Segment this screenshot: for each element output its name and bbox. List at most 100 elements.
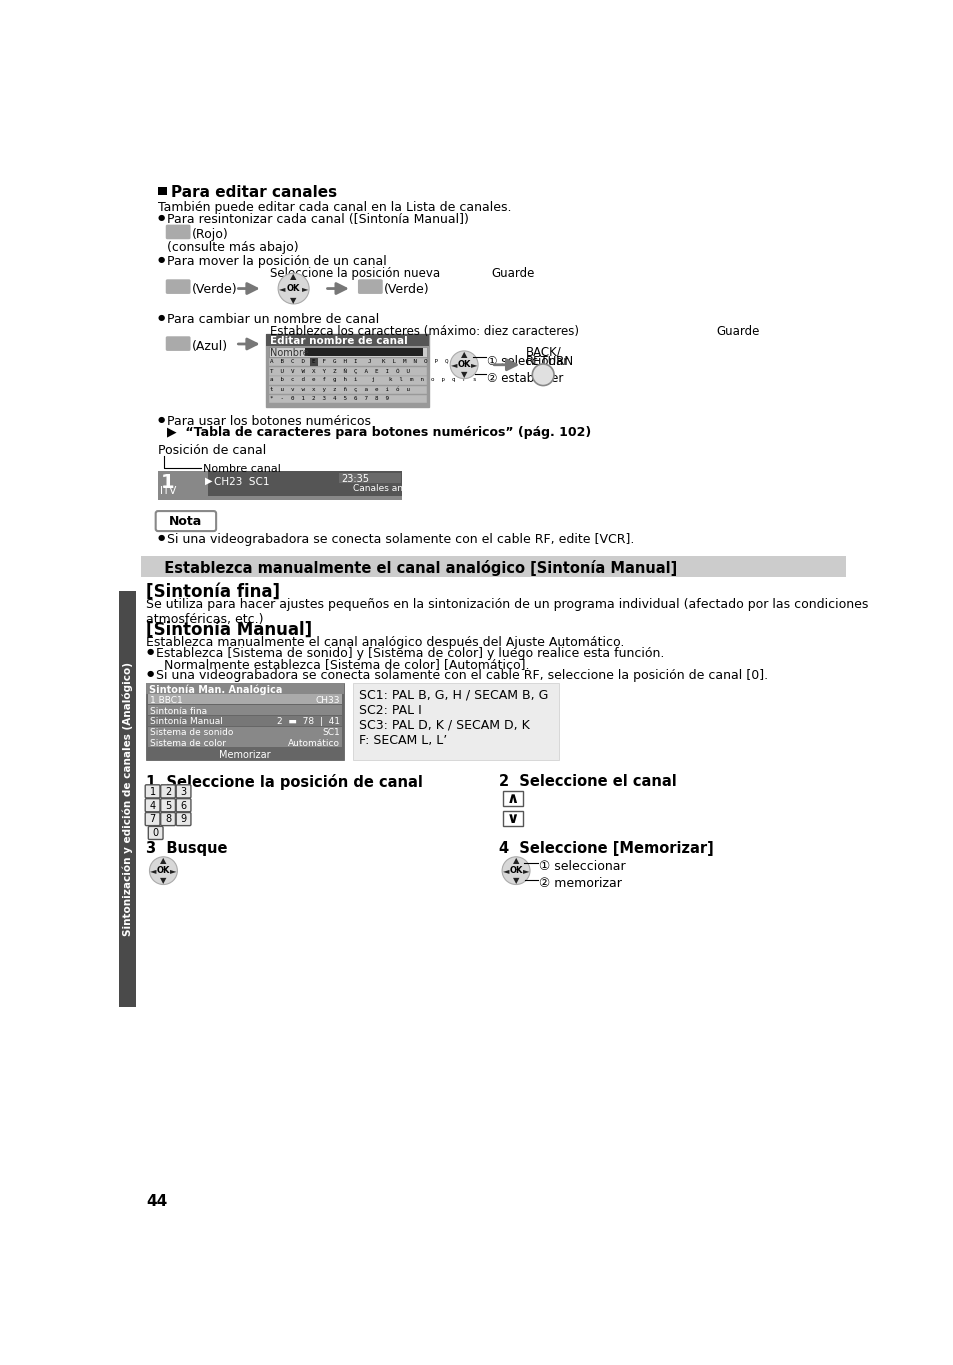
Text: Para usar los botones numéricos: Para usar los botones numéricos [167, 415, 371, 427]
Text: (Rojo): (Rojo) [192, 228, 229, 242]
Text: Nombre: Nombre [270, 348, 309, 358]
Text: ② memorizar: ② memorizar [538, 876, 621, 890]
Text: 3: 3 [180, 786, 187, 797]
FancyBboxPatch shape [145, 812, 160, 826]
Text: Para resintonizar cada canal ([Sintonía Manual]): Para resintonizar cada canal ([Sintonía … [167, 213, 469, 227]
Text: ●: ● [158, 213, 165, 222]
Text: ►: ► [302, 284, 308, 293]
Text: SC1: SC1 [322, 728, 340, 737]
Bar [158, 495, 402, 500]
Bar [338, 472, 400, 483]
Bar [148, 726, 342, 737]
Text: Seleccione la posición nueva: Seleccione la posición nueva [270, 268, 440, 280]
Text: ▶  “Tabla de caracteres para botones numéricos” (pág. 102): ▶ “Tabla de caracteres para botones numé… [167, 426, 591, 438]
Bar [525, 345, 560, 385]
Text: ●: ● [158, 255, 165, 263]
Bar [158, 187, 167, 195]
Text: 1: 1 [160, 474, 173, 493]
Text: ►: ► [471, 360, 476, 370]
Text: ◄: ◄ [278, 284, 285, 293]
FancyBboxPatch shape [155, 511, 216, 531]
Text: 8: 8 [165, 815, 171, 824]
Text: ▼: ▼ [290, 296, 296, 304]
Text: Para mover la posición de un canal: Para mover la posición de un canal [167, 255, 387, 268]
Bar [310, 358, 317, 366]
Text: 2  Seleccione el canal: 2 Seleccione el canal [498, 774, 676, 789]
Bar [146, 682, 344, 760]
Text: [Sintonía Manual]: [Sintonía Manual] [146, 621, 313, 639]
FancyBboxPatch shape [160, 785, 175, 799]
Text: 23:35: 23:35 [341, 474, 369, 485]
FancyBboxPatch shape [176, 785, 191, 799]
Text: (Verde): (Verde) [384, 283, 430, 296]
Bar [119, 591, 136, 1007]
Bar [305, 348, 422, 356]
Bar [502, 790, 522, 805]
Text: 4  Seleccione [Memorizar]: 4 Seleccione [Memorizar] [498, 841, 713, 856]
Text: 3  Busque: 3 Busque [146, 841, 228, 856]
Text: 7: 7 [150, 815, 155, 824]
Text: 0: 0 [152, 829, 158, 838]
Bar [353, 682, 558, 760]
Bar [269, 358, 427, 366]
Text: Nombre canal: Nombre canal [203, 464, 280, 474]
Text: Si una videograbadora se conecta solamente con el cable RF, edite [VCR].: Si una videograbadora se conecta solamen… [167, 534, 634, 546]
Text: Sintonización y edición de canales (Analógico): Sintonización y edición de canales (Anal… [122, 662, 132, 936]
Text: OK: OK [287, 284, 300, 293]
Text: 6: 6 [180, 801, 187, 811]
Text: ↩: ↩ [537, 371, 549, 386]
Text: T  U  V  W  X  Y  Z  Ñ  Ç  A  E  I  Ó  U: T U V W X Y Z Ñ Ç A E I Ó U [270, 367, 409, 374]
Bar [148, 737, 342, 748]
Text: Establezca manualmente el canal analógico después del Ajuste Automático.: Establezca manualmente el canal analógic… [146, 636, 624, 648]
Text: Guarde: Guarde [491, 268, 534, 280]
FancyBboxPatch shape [160, 812, 175, 826]
Text: Establezca los caracteres (máximo: diez caracteres): Establezca los caracteres (máximo: diez … [270, 325, 578, 337]
FancyBboxPatch shape [145, 799, 160, 812]
Bar [269, 347, 427, 358]
Text: ●: ● [158, 415, 165, 423]
Bar [158, 471, 208, 495]
Text: Memorizar: Memorizar [219, 749, 271, 760]
FancyBboxPatch shape [176, 799, 191, 812]
Text: ∨: ∨ [506, 811, 518, 826]
Circle shape [501, 857, 530, 885]
FancyBboxPatch shape [357, 280, 382, 293]
Text: ▲: ▲ [460, 351, 467, 359]
Text: 9: 9 [180, 815, 187, 824]
Text: CH33: CH33 [315, 696, 340, 704]
Circle shape [278, 273, 309, 304]
Text: 2  ▬  78  |  41: 2 ▬ 78 | 41 [276, 718, 340, 726]
Text: (Azul): (Azul) [192, 340, 228, 354]
Text: SC1: PAL B, G, H / SECAM B, G
SC2: PAL I
SC3: PAL D, K / SECAM D, K
F: SECAM L, : SC1: PAL B, G, H / SECAM B, G SC2: PAL I… [359, 689, 548, 747]
FancyBboxPatch shape [160, 799, 175, 812]
Text: OK: OK [156, 867, 170, 875]
Text: ◄: ◄ [451, 360, 456, 370]
Text: 1: 1 [150, 786, 155, 797]
Text: ▲: ▲ [290, 273, 296, 281]
Text: Si una videograbadora se conecta solamente con el cable RF, seleccione la posici: Si una videograbadora se conecta solamen… [155, 669, 767, 682]
Text: ▼: ▼ [460, 370, 467, 379]
Text: Para cambiar un nombre de canal: Para cambiar un nombre de canal [167, 313, 379, 326]
Bar [269, 377, 427, 385]
Text: Para editar canales: Para editar canales [171, 186, 337, 201]
Bar [502, 811, 522, 826]
Text: ►: ► [170, 867, 176, 875]
Bar [141, 557, 845, 576]
Text: 2: 2 [165, 786, 171, 797]
Text: ●: ● [146, 647, 153, 657]
FancyBboxPatch shape [176, 812, 191, 826]
Text: ② establecer: ② establecer [487, 371, 563, 385]
Text: ∧: ∧ [506, 790, 518, 805]
Text: Sintonía fina: Sintonía fina [150, 707, 207, 715]
Bar [266, 334, 429, 347]
Bar [269, 394, 427, 403]
Bar [269, 385, 427, 394]
Text: A  B  C  D  E  F  G  H  I   J   K  L  M  N  O  P  Q  R  S: A B C D E F G H I J K L M N O P Q R S [270, 359, 469, 363]
Bar [148, 715, 342, 726]
Bar [146, 682, 344, 693]
Text: Editar nombre de canal: Editar nombre de canal [270, 336, 408, 345]
Text: OK: OK [509, 867, 522, 875]
Text: Normalmente establezca [Sistema de color] [Automático].: Normalmente establezca [Sistema de color… [155, 658, 529, 672]
Text: Guarde: Guarde [716, 325, 759, 337]
Text: OK: OK [456, 360, 471, 370]
